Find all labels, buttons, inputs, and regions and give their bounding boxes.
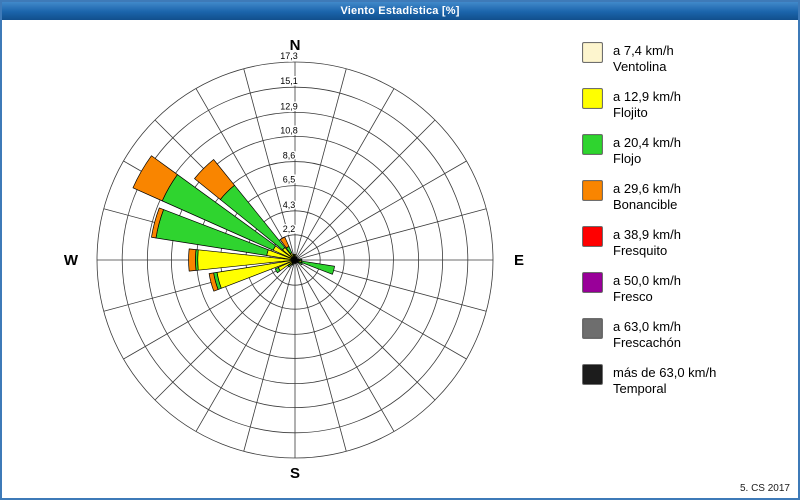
legend-item: a 29,6 km/h Bonancible xyxy=(582,180,716,213)
wind-petal-segment xyxy=(299,258,303,262)
legend-label: a 63,0 km/h Frescachón xyxy=(613,318,681,351)
legend-speed-label: a 29,6 km/h xyxy=(613,181,681,196)
legend-bin-name: Flojo xyxy=(613,151,642,166)
wind-petal-segment xyxy=(298,261,303,266)
grid-spoke xyxy=(294,259,467,360)
legend-label: a 38,9 km/h Fresquito xyxy=(613,226,681,259)
radial-axis-label: 10,8 xyxy=(280,125,298,135)
cardinal-label: W xyxy=(64,252,79,269)
legend-color-swatch xyxy=(582,88,603,109)
legend-color-swatch xyxy=(582,42,603,63)
legend-item: a 63,0 km/h Frescachón xyxy=(582,318,716,351)
legend-speed-label: más de 63,0 km/h xyxy=(613,365,717,380)
grid-spoke xyxy=(123,259,296,360)
wind-rose-chart: 2,2 4,3 6,5 8,6 10,8 12,9 15,1 17,3N E S W xyxy=(64,37,524,482)
wind-petal-segment xyxy=(194,159,235,200)
wind-petal-segment xyxy=(301,260,335,275)
legend-color-swatch xyxy=(582,180,603,201)
legend-color-swatch xyxy=(582,226,603,247)
title-bar: Viento Estadística [%] xyxy=(2,2,798,20)
legend-color-swatch xyxy=(582,318,603,339)
radial-axis-label: 8,6 xyxy=(283,151,296,161)
legend-item: a 12,9 km/h Flojito xyxy=(582,88,716,121)
legend-label: más de 63,0 km/h Temporal xyxy=(613,364,716,397)
legend-speed-label: a 7,4 km/h xyxy=(613,43,674,58)
legend-bin-name: Ventolina xyxy=(613,59,667,74)
radial-axis-label: 2,2 xyxy=(283,224,296,234)
legend-speed-label: a 12,9 km/h xyxy=(613,89,681,104)
legend-label: a 12,9 km/h Flojito xyxy=(613,88,681,121)
grid-spoke xyxy=(154,259,296,401)
grid-spoke xyxy=(294,208,487,261)
legend-speed-label: a 38,9 km/h xyxy=(613,227,681,242)
legend-speed-label: a 20,4 km/h xyxy=(613,135,681,150)
wind-petal-segment xyxy=(208,272,219,292)
wind-petal-segment xyxy=(287,263,292,268)
legend-label: a 20,4 km/h Flojo xyxy=(613,134,681,167)
legend-item: a 20,4 km/h Flojo xyxy=(582,134,716,167)
wind-petal-segment xyxy=(279,236,290,249)
legend-color-swatch xyxy=(582,134,603,155)
grid-spoke xyxy=(294,259,436,401)
legend-item: a 38,9 km/h Fresquito xyxy=(582,226,716,259)
grid-spoke xyxy=(294,88,395,261)
legend-color-swatch xyxy=(582,272,603,293)
grid-spoke xyxy=(294,259,347,452)
legend-label: a 50,0 km/h Fresco xyxy=(613,272,681,305)
wind-petal-segment xyxy=(132,155,178,202)
grid-spoke xyxy=(243,68,296,261)
wind-petal-segment xyxy=(292,254,295,257)
wind-petal-segment xyxy=(151,207,164,239)
legend-bin-name: Bonancible xyxy=(613,197,678,212)
legend-speed-label: a 63,0 km/h xyxy=(613,319,681,334)
cardinal-label: S xyxy=(290,465,300,482)
grid-spoke xyxy=(294,160,467,261)
grid-spoke xyxy=(195,88,296,261)
legend-label: a 7,4 km/h Ventolina xyxy=(613,42,674,75)
legend-item: más de 63,0 km/h Temporal xyxy=(582,364,716,397)
wind-petal-segment xyxy=(197,249,292,271)
legend: a 7,4 km/h Ventolina a 12,9 km/h Flojito a 2… xyxy=(582,42,716,397)
legend-bin-name: Fresco xyxy=(613,289,653,304)
legend-label: a 29,6 km/h Bonancible xyxy=(613,180,681,213)
radial-axis-label: 6,5 xyxy=(283,175,296,185)
grid-spoke xyxy=(294,259,395,432)
legend-bin-name: Temporal xyxy=(613,381,667,396)
chart-area: 2,2 4,3 6,5 8,6 10,8 12,9 15,1 17,3 N E S W a 7,4 k… xyxy=(2,20,798,498)
legend-speed-label: a 50,0 km/h xyxy=(613,273,681,288)
grid-spoke xyxy=(195,259,296,432)
legend-color-swatch xyxy=(582,364,603,385)
legend-bin-name: Frescachón xyxy=(613,335,681,350)
legend-item: a 7,4 km/h Ventolina xyxy=(582,42,716,75)
wind-petal-segment xyxy=(188,248,197,272)
legend-item: a 50,0 km/h Fresco xyxy=(582,272,716,305)
radial-axis-label: 4,3 xyxy=(283,200,296,210)
watermark: 5. CS 2017 xyxy=(739,483,790,494)
cardinal-label: E xyxy=(514,252,524,269)
radial-axis-label: 15,1 xyxy=(280,76,298,86)
cardinal-label: N xyxy=(290,37,301,54)
grid-spoke xyxy=(294,68,347,261)
radial-axis-label: 12,9 xyxy=(280,101,298,111)
grid-spoke xyxy=(294,119,436,261)
grid-spoke xyxy=(243,259,296,452)
radial-axis-label: 17,3 xyxy=(280,51,298,61)
wind-petal-segment xyxy=(274,267,281,274)
legend-bin-name: Fresquito xyxy=(613,243,668,258)
legend-bin-name: Flojito xyxy=(613,105,648,120)
window-title: Viento Estadística [%] xyxy=(340,5,460,17)
